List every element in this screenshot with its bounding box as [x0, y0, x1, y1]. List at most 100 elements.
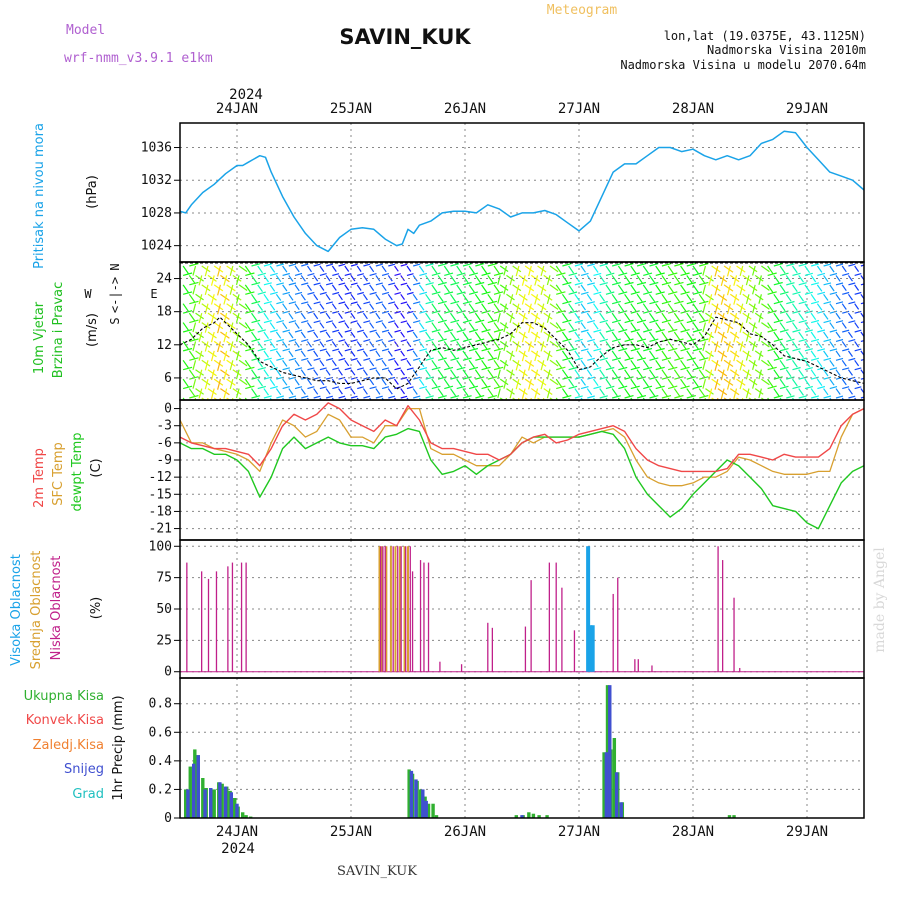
wind-barb: [350, 312, 356, 320]
wind-barb: [481, 378, 488, 388]
wind-barb: [213, 265, 224, 273]
wind-barb: [462, 281, 472, 286]
wind-barb: [655, 329, 665, 333]
wind-barb: [720, 388, 725, 400]
wind-barb: [375, 369, 381, 376]
wind-barb: [574, 395, 583, 399]
wind-barb: [251, 312, 258, 321]
wind-barb: [556, 366, 566, 371]
wind-barb: [720, 350, 725, 362]
wind-barb: [363, 263, 371, 267]
wind-barb: [593, 272, 602, 277]
wind-barb: [823, 301, 832, 305]
wind-barb: [456, 291, 466, 295]
wind-barb: [655, 385, 665, 390]
wind-barb: [835, 293, 841, 301]
wind-barb: [232, 388, 242, 395]
y-tick-label: 1024: [141, 239, 172, 254]
wind-barb: [503, 378, 508, 389]
wind-barb: [617, 359, 625, 369]
wind-barb: [437, 263, 447, 267]
wind-barb: [282, 303, 288, 311]
wind-barb: [338, 339, 346, 343]
wind-barb: [462, 338, 472, 343]
wind-barb: [213, 397, 219, 400]
wind-barb: [257, 265, 263, 274]
wind-barb: [729, 369, 740, 377]
wind-barb: [761, 397, 766, 400]
station-title: SAVIN_KUK: [339, 25, 471, 49]
wind-barb: [617, 322, 625, 331]
wind-barb: [673, 369, 681, 378]
wind-barb: [773, 331, 780, 340]
wind-barb: [456, 272, 466, 277]
precip-conv-label: Konvek.Kisa: [26, 713, 104, 728]
wind-barb: [338, 282, 346, 286]
wind-barb: [338, 331, 343, 338]
wind-barb: [528, 303, 532, 315]
wind-barb: [785, 388, 792, 396]
wind-barb: [568, 359, 575, 368]
wind-barb: [779, 265, 786, 274]
wind-barb: [767, 322, 774, 331]
wind-barb: [810, 350, 817, 358]
wind-barb: [636, 300, 647, 305]
wind-barb: [319, 348, 327, 352]
cloud-unit: (%): [89, 597, 104, 620]
wind-barb: [648, 275, 656, 284]
wind-barb: [188, 312, 196, 322]
wind-barb: [574, 369, 580, 377]
wind-barb: [257, 284, 263, 293]
wind-barb: [468, 272, 479, 277]
wind-barb: [686, 338, 696, 343]
wind-barb: [213, 303, 224, 311]
wind-barb: [331, 359, 337, 367]
wind-barb: [437, 293, 444, 302]
wind-barb: [711, 378, 721, 386]
wind-barb: [556, 291, 566, 295]
wind-barb: [636, 395, 647, 399]
wind-barb: [617, 284, 625, 293]
wind-barb: [313, 350, 319, 357]
wind-barb: [331, 284, 337, 291]
wind-barb: [400, 358, 408, 361]
y-tick-label: 50: [156, 602, 172, 617]
wind-barb: [475, 300, 485, 305]
wind-barb: [288, 331, 294, 339]
wind-barb: [624, 338, 634, 343]
wind-barb: [810, 275, 817, 283]
wind-barb: [182, 385, 193, 390]
wind-barb: [306, 265, 312, 273]
wind-barb: [437, 376, 447, 380]
wind-barb: [568, 310, 578, 314]
wind-barb: [556, 272, 566, 277]
wind-barb: [344, 341, 350, 348]
precip-snow-bar: [604, 752, 609, 818]
wind-barb: [673, 293, 681, 303]
wind-barb: [661, 350, 668, 359]
wind-barb: [699, 300, 709, 305]
wind-barb: [468, 329, 479, 333]
wind-barb: [257, 385, 266, 390]
wind-barb: [599, 395, 608, 399]
precip-snow-bar: [520, 815, 524, 818]
wind-barb: [275, 350, 282, 358]
wind-barb: [521, 350, 526, 362]
wind-barb: [444, 272, 454, 277]
wind-barb: [313, 339, 321, 343]
wind-barb: [275, 331, 282, 339]
wind-barb: [363, 395, 371, 399]
wind-barb: [726, 284, 731, 296]
wind-barb: [362, 369, 368, 376]
wind-barb: [375, 263, 383, 267]
wind-barb: [630, 291, 640, 295]
wind-barb: [306, 284, 312, 291]
wind-barb: [661, 300, 672, 305]
wind-barb: [468, 310, 479, 314]
wind-barb: [605, 366, 615, 371]
wind-barb: [587, 338, 595, 343]
wind-barb: [350, 388, 356, 395]
wind-barb: [773, 395, 783, 399]
wind-barb: [686, 312, 693, 322]
wind-barb: [739, 322, 744, 333]
